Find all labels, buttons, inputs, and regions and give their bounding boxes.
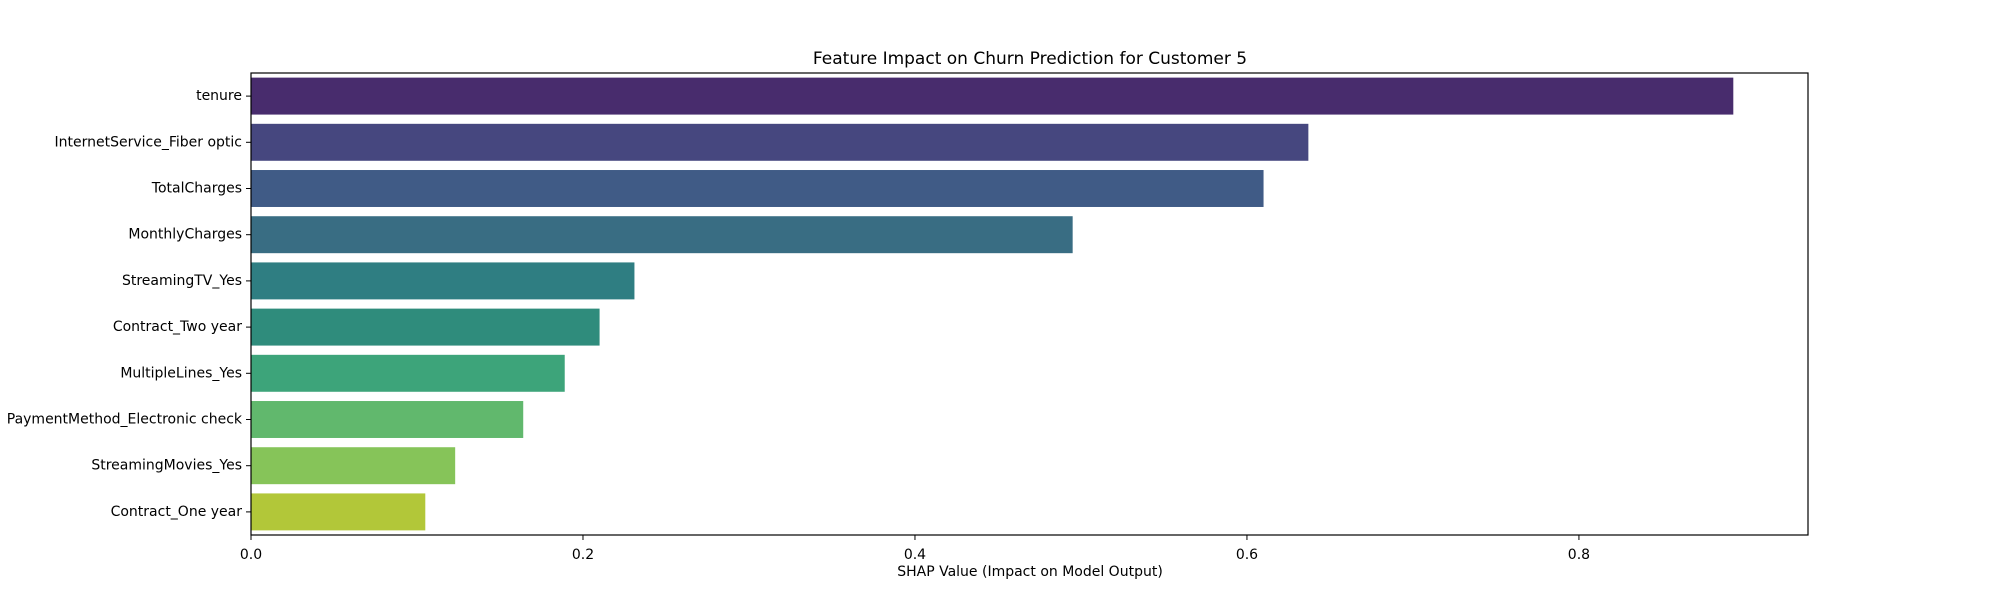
plot-frame xyxy=(250,72,1809,536)
bar xyxy=(251,354,565,392)
x-tick-label: 0.6 xyxy=(1236,547,1258,563)
bars-group xyxy=(251,77,1734,531)
bar xyxy=(251,447,456,485)
bar xyxy=(251,401,524,438)
x-tick-label: 0.2 xyxy=(572,547,594,563)
x-axis-label: SHAP Value (Impact on Model Output) xyxy=(897,564,1163,580)
bar xyxy=(251,216,1073,254)
y-tick-label: StreamingTV_Yes xyxy=(122,273,242,289)
x-tick-label: 0.4 xyxy=(904,547,926,563)
y-axis-ticks: tenure InternetService_Fiber optic TotalCh… xyxy=(7,88,251,520)
chart-title: Feature Impact on Churn Prediction for C… xyxy=(813,49,1247,69)
bar xyxy=(251,308,600,346)
y-tick-label: PaymentMethod_Electronic check xyxy=(7,412,243,428)
x-tick-label: 0.8 xyxy=(1568,547,1590,563)
y-tick-label: Contract_Two year xyxy=(113,319,242,335)
y-tick-label: InternetService_Fiber optic xyxy=(55,134,243,150)
bar xyxy=(251,493,426,531)
y-tick-label: Contract_One year xyxy=(111,504,243,520)
bar xyxy=(251,123,1309,161)
bar xyxy=(251,77,1734,115)
bar xyxy=(251,262,635,300)
x-tick-label: 0.0 xyxy=(240,547,262,563)
y-tick-label: MonthlyCharges xyxy=(128,227,242,243)
bar xyxy=(251,170,1264,207)
y-tick-label: MultipleLines_Yes xyxy=(120,365,242,381)
x-axis-ticks: 0.0 0.2 0.4 0.6 0.8 xyxy=(240,535,1590,563)
y-tick-label: TotalCharges xyxy=(151,181,242,197)
y-tick-label: StreamingMovies_Yes xyxy=(91,458,242,474)
y-tick-label: tenure xyxy=(196,88,242,104)
